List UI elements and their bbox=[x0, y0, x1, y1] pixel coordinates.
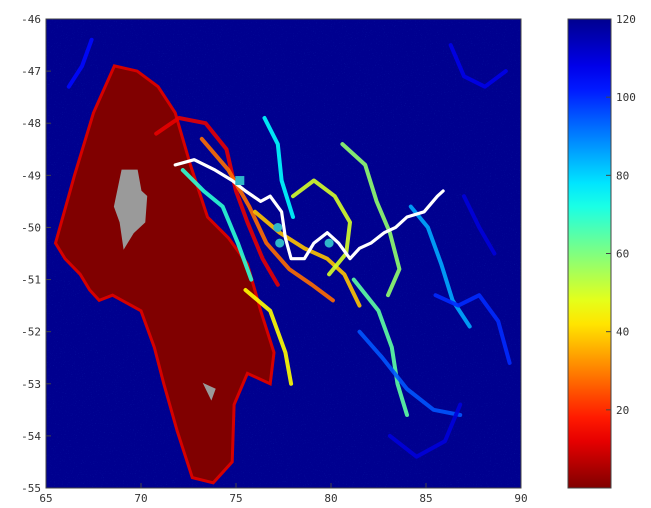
y-axis: -46 -47 -48 -49 -50 -51 -52 -53 -54 -55 bbox=[21, 13, 51, 495]
circle-marker-2 bbox=[275, 238, 285, 248]
y-tick-label: -51 bbox=[21, 274, 41, 287]
x-tick-label: 90 bbox=[514, 492, 527, 505]
plot-area bbox=[45, 18, 522, 489]
y-tick-label: -52 bbox=[21, 326, 41, 339]
colorbar-tick-label: 100 bbox=[616, 91, 636, 104]
x-tick-label: 70 bbox=[134, 492, 147, 505]
filament-14 bbox=[387, 402, 463, 459]
y-tick-label: -48 bbox=[21, 117, 41, 130]
filament-1 bbox=[199, 136, 335, 303]
filament-10 bbox=[357, 329, 463, 417]
filament-4 bbox=[291, 178, 352, 277]
colorbar-ticks: 20 40 60 80 100 120 bbox=[606, 13, 636, 417]
circle-marker-3 bbox=[324, 238, 334, 248]
square-marker bbox=[235, 176, 245, 186]
filament-0 bbox=[154, 116, 280, 287]
filament-5 bbox=[340, 142, 402, 298]
island-0 bbox=[113, 169, 148, 250]
filament-7 bbox=[180, 168, 254, 282]
colorbar-tick-label: 60 bbox=[616, 248, 629, 261]
colorbar-tick-label: 80 bbox=[616, 169, 629, 182]
colorbar-tick-label: 120 bbox=[616, 13, 636, 26]
filament-12 bbox=[66, 37, 94, 89]
x-tick-label: 85 bbox=[419, 492, 432, 505]
y-tick-label: -47 bbox=[21, 65, 41, 78]
filament-8 bbox=[262, 116, 295, 219]
y-tick-label: -50 bbox=[21, 221, 41, 234]
x-tick-label: 80 bbox=[324, 492, 337, 505]
filament-11 bbox=[433, 293, 512, 365]
y-tick-label: -55 bbox=[21, 482, 41, 495]
filament-6 bbox=[351, 277, 409, 417]
x-tick-label: 75 bbox=[229, 492, 242, 505]
x-axis: 65 70 75 80 85 90 bbox=[39, 483, 528, 505]
circle-marker-1 bbox=[273, 222, 283, 232]
colorbar-tick-label: 20 bbox=[616, 404, 629, 417]
filament-15 bbox=[462, 194, 497, 256]
low-value-region bbox=[53, 64, 276, 485]
island-1 bbox=[202, 382, 216, 401]
drifter-track bbox=[173, 158, 445, 261]
colorbar-tick-label: 40 bbox=[616, 326, 629, 339]
filament-13 bbox=[448, 43, 508, 89]
y-tick-label: -49 bbox=[21, 169, 41, 182]
filament-3 bbox=[243, 288, 294, 386]
y-tick-label: -53 bbox=[21, 378, 41, 391]
plot-frame bbox=[45, 18, 522, 489]
x-tick-label: 65 bbox=[39, 492, 52, 505]
colorbar: 20 40 60 80 100 120 bbox=[567, 13, 636, 489]
filament-9 bbox=[408, 204, 472, 329]
y-tick-label: -46 bbox=[21, 13, 41, 26]
y-tick-label: -54 bbox=[21, 430, 41, 443]
colorbar-gradient bbox=[567, 18, 612, 489]
